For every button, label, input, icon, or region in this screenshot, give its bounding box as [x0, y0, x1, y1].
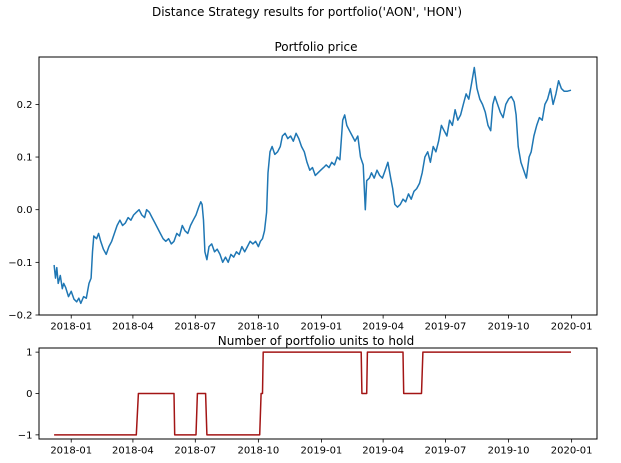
y-tick-label: 0.2 [17, 100, 33, 111]
y-tick-label: −0.1 [8, 258, 32, 269]
x-tick-label: 2019-07 [425, 322, 467, 333]
x-tick-label: 2020-01 [551, 446, 593, 457]
x-tick-label: 2018-01 [50, 446, 92, 457]
y-tick-label: 1 [26, 348, 32, 359]
x-tick-label: 2019-04 [362, 322, 404, 333]
x-tick-label: 2018-01 [50, 322, 92, 333]
y-tick-label: −0.2 [8, 311, 32, 322]
x-tick-label: 2019-01 [301, 322, 343, 333]
x-tick-label: 2020-01 [551, 322, 593, 333]
chart-portfolio-price: Portfolio price 2018-01 2018-04 2018-07 201… [8, 40, 598, 333]
x-tick-label: 2018-04 [112, 322, 154, 333]
y-tick-label: 0.1 [17, 153, 33, 164]
plot-frame [38, 56, 598, 316]
y-tick-label: −1 [18, 430, 33, 441]
y-tick-label: 0 [26, 389, 32, 400]
plot-frame [38, 347, 598, 440]
chart-portfolio-units: Number of portfolio units to hold 2018-0… [18, 334, 598, 457]
series-line [53, 66, 572, 305]
x-tick-label: 2018-04 [112, 446, 154, 457]
x-tick-label: 2019-04 [362, 446, 404, 457]
x-tick-label: 2018-07 [174, 322, 216, 333]
figure-suptitle: Distance Strategy results for portfolio(… [152, 5, 462, 19]
x-tick-label: 2019-10 [488, 446, 530, 457]
x-tick-label: 2018-10 [237, 446, 279, 457]
x-tick-label: 2018-10 [237, 322, 279, 333]
x-tick-label: 2019-07 [425, 446, 467, 457]
x-tick-label: 2019-10 [488, 322, 530, 333]
x-tick-label: 2019-01 [301, 446, 343, 457]
series-line [54, 351, 571, 436]
chart-title: Portfolio price [274, 40, 357, 54]
chart-title: Number of portfolio units to hold [218, 334, 414, 348]
x-tick-label: 2018-07 [174, 446, 216, 457]
y-tick-label: 0.0 [17, 205, 33, 216]
